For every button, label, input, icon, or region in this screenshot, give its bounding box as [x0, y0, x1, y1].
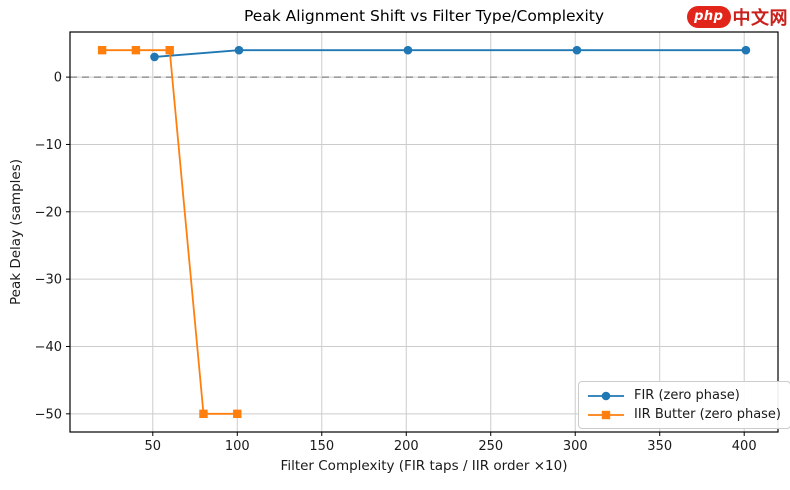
legend-item: FIR (zero phase): [587, 388, 781, 403]
logo-suffix-text: 中文网: [732, 8, 788, 29]
legend-sample-marker: [601, 410, 611, 419]
data-point-circle: [150, 52, 159, 62]
legend: FIR (zero phase) IIR Butter (zero phase): [578, 381, 790, 429]
data-point-square: [233, 409, 242, 419]
y-tick-label: 0: [54, 71, 62, 86]
x-tick-label: 50: [145, 439, 162, 454]
x-tick-label: 300: [563, 439, 588, 454]
x-tick-label: 250: [478, 439, 503, 454]
data-point-square: [165, 45, 174, 55]
legend-item: IIR Butter (zero phase): [587, 407, 781, 422]
y-tick-label: −40: [35, 340, 62, 355]
php-cn-logo: php 中文网: [687, 4, 788, 30]
y-tick-label: −20: [35, 205, 62, 220]
y-tick-label: −10: [35, 138, 62, 153]
legend-circle-marker-icon: [588, 391, 624, 400]
series-line-1: [102, 49, 238, 415]
x-tick-label: 150: [309, 439, 334, 454]
x-tick-label: 350: [647, 439, 672, 454]
x-axis-label: Filter Complexity (FIR taps / IIR order …: [280, 458, 568, 474]
data-point-circle: [234, 45, 244, 55]
series-line-0: [154, 49, 746, 58]
plot-border: [69, 31, 779, 433]
x-tick-label: 100: [225, 439, 250, 454]
y-tick-label: −30: [35, 273, 62, 288]
data-point-circle: [572, 45, 582, 55]
x-tick-label: 400: [732, 439, 757, 454]
legend-square-marker-icon: [588, 410, 624, 419]
legend-sample-marker: [601, 391, 611, 400]
y-axis-label: Peak Delay (samples): [8, 158, 24, 306]
data-point-square: [131, 45, 141, 55]
data-point-circle: [741, 45, 751, 55]
data-point-square: [97, 45, 107, 55]
data-point-circle: [403, 45, 413, 55]
legend-label: IIR Butter (zero phase): [634, 407, 781, 422]
data-point-square: [199, 409, 208, 419]
php-logo-badge-icon: php: [687, 6, 731, 28]
legend-label: FIR (zero phase): [634, 388, 740, 403]
x-tick-label: 200: [394, 439, 419, 454]
chart-title: Peak Alignment Shift vs Filter Type/Comp…: [243, 7, 605, 25]
y-tick-label: −50: [35, 407, 62, 422]
